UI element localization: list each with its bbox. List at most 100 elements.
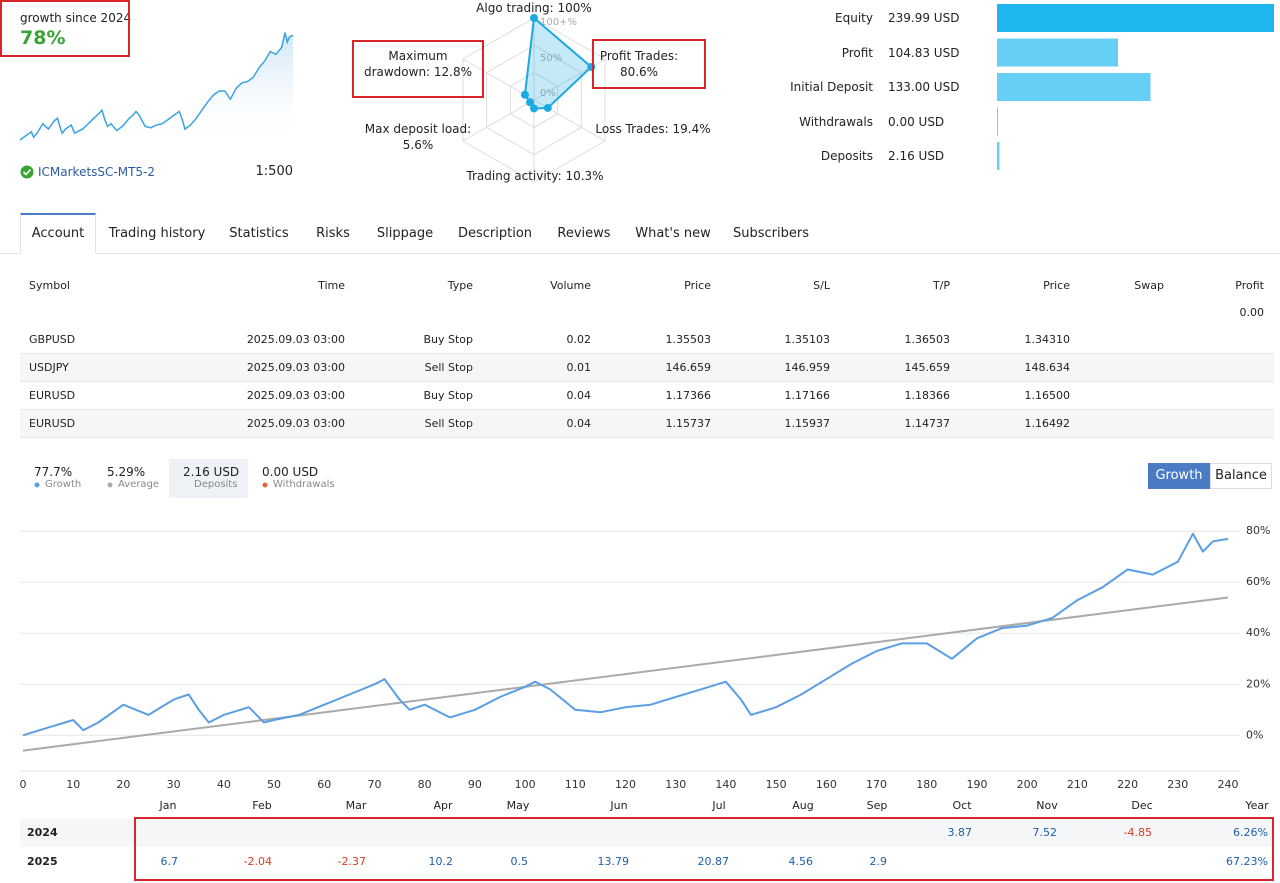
sparkline [19,32,294,141]
year-label: 2024 [27,826,58,839]
table-row [20,326,1274,354]
stat-label: Deposits [820,149,873,163]
radar-spoke [462,99,535,142]
x-tick-label: 20 [116,778,130,791]
table-cell: Buy Stop [423,333,473,346]
tab[interactable]: Slippage [376,226,434,241]
table-cell: 1.17366 [665,389,712,402]
toggle-button[interactable]: Growth [1155,468,1203,483]
column-header: Time [318,279,345,292]
x-tick-label: 40 [217,778,231,791]
x-tick-label: 100 [515,778,536,791]
tab[interactable]: Reviews [557,226,611,241]
radar-point [520,90,529,99]
column-header: Volume [550,279,591,292]
toggle-button-bg[interactable] [1148,463,1210,489]
stat-bar [997,73,1151,101]
x-tick-label: 60 [317,778,331,791]
x-tick-label: 70 [367,778,381,791]
stat-bar [997,142,1000,170]
stat-value: 104.83 USD [888,45,960,60]
table-cell: 1.15937 [784,417,831,430]
year-cell: 6.26% [1233,826,1268,839]
growth-line [22,532,1229,737]
month-label: Mar [345,799,367,812]
year-cell: -2.04 [243,855,272,868]
summary-label: Withdrawals [273,479,335,490]
y-tick-label: 60% [1246,575,1270,588]
x-tick-label: 160 [816,778,837,791]
table-row [20,410,1274,438]
table-cell: Sell Stop [424,361,473,374]
x-tick-label: 170 [866,778,887,791]
highlight-box [592,39,706,89]
x-tick-label: 210 [1067,778,1088,791]
year-row [20,848,1274,876]
month-label: Nov [1036,799,1058,812]
column-header: Profit [1235,279,1264,292]
x-tick-label: 180 [916,778,937,791]
tab[interactable]: Subscribers [733,226,809,241]
stat-label: Initial Deposit [790,80,873,94]
table-cell: 146.659 [665,361,712,374]
tab[interactable]: Trading history [108,226,206,241]
summary-value: 2.16 USD [183,465,240,479]
month-label: Jan [159,799,177,812]
x-tick-label: 110 [565,778,586,791]
column-header: Price [1043,279,1070,292]
radar-label: Maximum drawdown: 12.8% [363,49,473,79]
table-cell: 1.14737 [904,417,951,430]
x-tick-label: 230 [1167,778,1188,791]
radar-label: Max deposit load: 5.6% [364,122,472,152]
table-cell: 145.659 [904,361,951,374]
x-tick-label: 30 [167,778,181,791]
radar-point [543,103,552,112]
table-cell: 146.959 [784,361,831,374]
verified-icon [20,165,34,179]
toggle-button[interactable]: Balance [1215,468,1267,483]
tab[interactable]: What's new [635,226,711,241]
highlight-box [134,817,1274,881]
column-header: Price [684,279,711,292]
column-header: Swap [1134,279,1164,292]
summary-label: Growth [45,479,82,490]
summary-dot [107,482,113,488]
stat-label: Withdrawals [799,114,873,129]
tab[interactable]: Account [31,226,85,241]
year-cell: 13.79 [597,855,630,868]
year-cell: 2.9 [869,855,888,868]
x-tick-label: 240 [1218,778,1239,791]
tab[interactable]: Description [457,226,533,241]
radar-label: Trading activity: 10.3% [466,169,604,183]
x-tick-label: 140 [715,778,736,791]
radar-ring-label: 100+% [540,17,577,28]
stat-label: Equity [835,11,873,25]
table-cell: Sell Stop [424,417,473,430]
radar-point [530,14,538,22]
radar-point [526,98,535,107]
table-cell: 2025.09.03 03:00 [246,361,345,374]
profit-total: 0.00 [1239,306,1265,319]
summary-dot [34,482,40,488]
tab[interactable]: Risks [316,226,350,241]
month-label: Aug [792,799,814,812]
year-cell: 20.87 [697,855,730,868]
table-cell: 1.17166 [784,389,831,402]
month-label: Sep [866,799,888,812]
column-header: S/L [813,279,830,292]
x-tick-label: 150 [766,778,787,791]
column-header: Type [447,279,473,292]
month-label: Year [1245,799,1269,812]
toggle-button-bg[interactable] [1210,463,1272,489]
table-cell: 148.634 [1024,361,1071,374]
table-cell: 0.04 [566,417,592,430]
verified-check [22,168,32,176]
month-label: Jun [610,799,628,812]
table-row [20,354,1274,382]
summary-dot [262,482,268,488]
table-cell: 2025.09.03 03:00 [246,417,345,430]
x-tick-label: 220 [1117,778,1138,791]
column-header: T/P [932,279,950,292]
tab[interactable]: Statistics [229,226,289,241]
